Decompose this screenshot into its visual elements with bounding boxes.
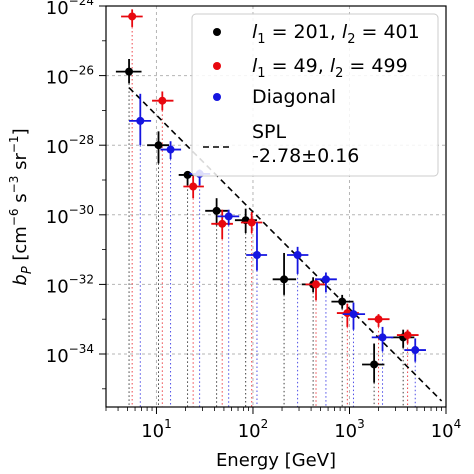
x-tick-exponent: 4 xyxy=(454,417,462,431)
fit-line-group xyxy=(128,87,443,402)
legend-subscript: 2 xyxy=(347,32,355,47)
y-tick-base: 10 xyxy=(46,0,69,19)
data-point xyxy=(280,275,289,284)
y-tick-exponent: −28 xyxy=(69,133,94,147)
y-tick-base: 10 xyxy=(46,207,69,228)
legend-l: l xyxy=(252,55,258,77)
plot-frame xyxy=(105,5,447,408)
legend-label-text: = 401 xyxy=(355,21,419,43)
data-point xyxy=(183,170,192,179)
data-point xyxy=(247,218,256,227)
y-tick-base: 10 xyxy=(46,68,69,89)
y-tick-label: 10−28 xyxy=(46,133,94,158)
data-point xyxy=(321,275,330,284)
x-tick-exponent: 3 xyxy=(357,417,365,431)
axis-ticks: 101 102 103 10410−3410−3210−3010−2810−2610−… xyxy=(46,0,462,442)
y-tick-base: 10 xyxy=(46,137,69,158)
x-tick-base: 10 xyxy=(334,421,357,442)
legend-label: l1 = 201, l2 = 401 xyxy=(252,21,420,47)
legend-l: l xyxy=(330,55,336,77)
x-tick-label: 102 xyxy=(238,417,269,442)
y-label-unit: ] xyxy=(10,128,31,135)
data-point xyxy=(378,333,387,342)
y-axis-label: bP [cm−6 s−3 sr−1] xyxy=(7,128,35,285)
data-point xyxy=(212,206,221,215)
legend-marker xyxy=(213,28,221,36)
data-point xyxy=(166,145,175,154)
y-tick-base: 10 xyxy=(46,276,69,297)
legend-subscript: 2 xyxy=(335,66,343,81)
data-point xyxy=(343,309,352,318)
y-label-superscript: −1 xyxy=(7,135,21,153)
legend-subscript: 1 xyxy=(257,66,265,81)
x-tick-exponent: 2 xyxy=(261,417,269,431)
legend-label-text: = 201, xyxy=(266,21,342,43)
y-tick-exponent: −34 xyxy=(69,342,94,356)
legend-label: l1 = 49, l2 = 499 xyxy=(252,55,408,81)
legend-marker xyxy=(213,62,221,70)
y-label-subscript: P xyxy=(20,266,35,274)
legend-box xyxy=(191,13,439,177)
data-point xyxy=(136,116,145,125)
x-tick-base: 10 xyxy=(141,421,164,442)
data-point xyxy=(158,96,167,105)
y-tick-exponent: −30 xyxy=(69,203,94,217)
x-tick-base: 10 xyxy=(431,421,454,442)
y-tick-exponent: −26 xyxy=(69,64,94,78)
data-point xyxy=(224,212,233,221)
legend-marker xyxy=(213,93,221,101)
x-axis-label: Energy [GeV] xyxy=(216,450,336,471)
legend-label: Diagonal xyxy=(252,86,336,108)
data-point xyxy=(128,12,137,21)
data-point xyxy=(374,315,383,324)
y-tick-exponent: −24 xyxy=(69,0,94,8)
y-tick-base: 10 xyxy=(46,346,69,367)
data-point xyxy=(411,346,420,355)
data-point xyxy=(338,297,347,306)
y-tick-label: 10−34 xyxy=(46,342,94,367)
x-tick-base: 10 xyxy=(238,421,261,442)
y-tick-label: 10−24 xyxy=(46,0,94,19)
y-tick-label: 10−26 xyxy=(46,64,94,89)
y-label-unit: s xyxy=(10,193,31,208)
y-tick-exponent: −32 xyxy=(69,272,94,286)
y-label-superscript: −6 xyxy=(7,208,21,226)
data-point xyxy=(370,360,379,369)
data-point xyxy=(189,182,198,191)
drop-lines xyxy=(128,26,416,407)
legend-label-text: = 499 xyxy=(343,55,407,77)
y-label-superscript: −3 xyxy=(7,176,21,194)
legend-label-text: = 49, xyxy=(266,55,330,77)
data-points xyxy=(115,9,426,383)
y-label-unit: sr xyxy=(10,153,31,176)
data-point xyxy=(218,219,227,228)
y-tick-label: 10−30 xyxy=(46,203,94,228)
legend-fit-value: -2.78±0.16 xyxy=(252,145,359,167)
data-point xyxy=(293,250,302,259)
y-label-symbol: b xyxy=(10,274,31,285)
x-tick-label: 103 xyxy=(334,417,365,442)
data-point xyxy=(403,331,412,340)
legend-l: l xyxy=(252,21,258,43)
y-tick-label: 10−32 xyxy=(46,272,94,297)
x-tick-label: 101 xyxy=(141,417,172,442)
legend-l: l xyxy=(342,21,348,43)
x-tick-label: 104 xyxy=(431,417,462,442)
legend-fit-name: SPL xyxy=(252,121,287,143)
data-point xyxy=(125,67,134,76)
y-label-unit: [cm xyxy=(10,226,31,266)
data-point xyxy=(154,141,163,150)
x-tick-exponent: 1 xyxy=(164,417,172,431)
legend-label-text: Diagonal xyxy=(252,86,336,108)
data-point xyxy=(252,250,261,259)
fit-line xyxy=(128,87,443,402)
data-point xyxy=(349,310,358,319)
legend-subscript: 1 xyxy=(257,32,265,47)
data-point xyxy=(312,280,321,289)
